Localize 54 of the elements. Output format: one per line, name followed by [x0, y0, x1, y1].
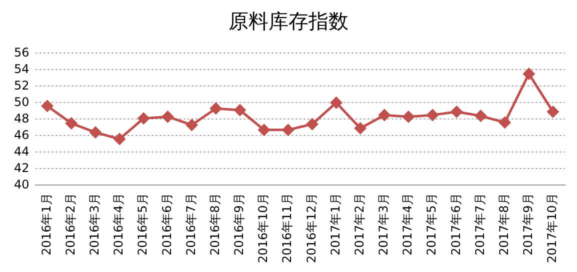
point [474, 110, 486, 122]
point [234, 104, 246, 116]
y-tick-label: 50 [14, 94, 30, 109]
point [90, 126, 102, 138]
x-tick-label: 2016年8月 [208, 193, 222, 256]
point [114, 133, 126, 145]
y-tick-label: 42 [14, 160, 30, 175]
y-tick-label: 52 [14, 78, 30, 92]
point [162, 110, 174, 122]
point [138, 112, 150, 124]
x-tick-label: 2017年10月 [545, 193, 560, 264]
point [402, 110, 414, 122]
x-tick-label: 2017年4月 [400, 193, 415, 256]
x-tick-label: 2017年3月 [376, 193, 391, 256]
x-tick-label: 2016年11月 [280, 193, 294, 264]
point [66, 118, 78, 130]
chart-title: 原料库存指数 [228, 8, 350, 35]
point [523, 68, 535, 80]
point [210, 102, 222, 114]
x-tick-label: 2017年6月 [448, 193, 463, 256]
x-tick-label: 2016年3月 [88, 193, 102, 256]
x-tick-label: 2016年5月 [136, 193, 150, 256]
point [282, 124, 294, 136]
x-tick-label: 2016年2月 [64, 193, 78, 256]
x-tick-label: 2016年1月 [39, 193, 54, 256]
point [186, 119, 198, 131]
y-tick-label: 56 [14, 45, 30, 60]
point [499, 116, 511, 128]
x-tick-label: 2016年9月 [232, 193, 246, 256]
point [330, 96, 342, 108]
y-tick-label: 48 [14, 111, 30, 126]
y-tick-label: 40 [14, 177, 30, 192]
y-tick-label: 46 [14, 128, 30, 142]
x-tick-label: 2017年9月 [521, 193, 536, 256]
point [354, 122, 366, 134]
point [378, 109, 390, 121]
y-tick-label: 44 [14, 144, 30, 158]
point [258, 124, 270, 136]
y-tick-label: 54 [14, 62, 30, 76]
x-tick-label: 2016年7月 [184, 193, 198, 256]
point [547, 106, 559, 118]
x-tick-label: 2017年2月 [352, 193, 366, 256]
point [306, 118, 318, 130]
point [450, 106, 462, 118]
x-tick-label: 2016年12月 [304, 193, 318, 264]
point [42, 100, 54, 112]
point [426, 109, 438, 121]
x-tick-label: 2016年10月 [256, 193, 270, 264]
x-tick-label: 2017年5月 [424, 193, 439, 256]
x-tick-label: 2017年8月 [496, 193, 511, 256]
x-tick-label: 2016年6月 [160, 193, 174, 256]
x-tick-label: 2017年7月 [472, 193, 487, 256]
x-tick-label: 2016年4月 [112, 193, 126, 256]
x-tick-label: 2017年1月 [328, 193, 342, 256]
